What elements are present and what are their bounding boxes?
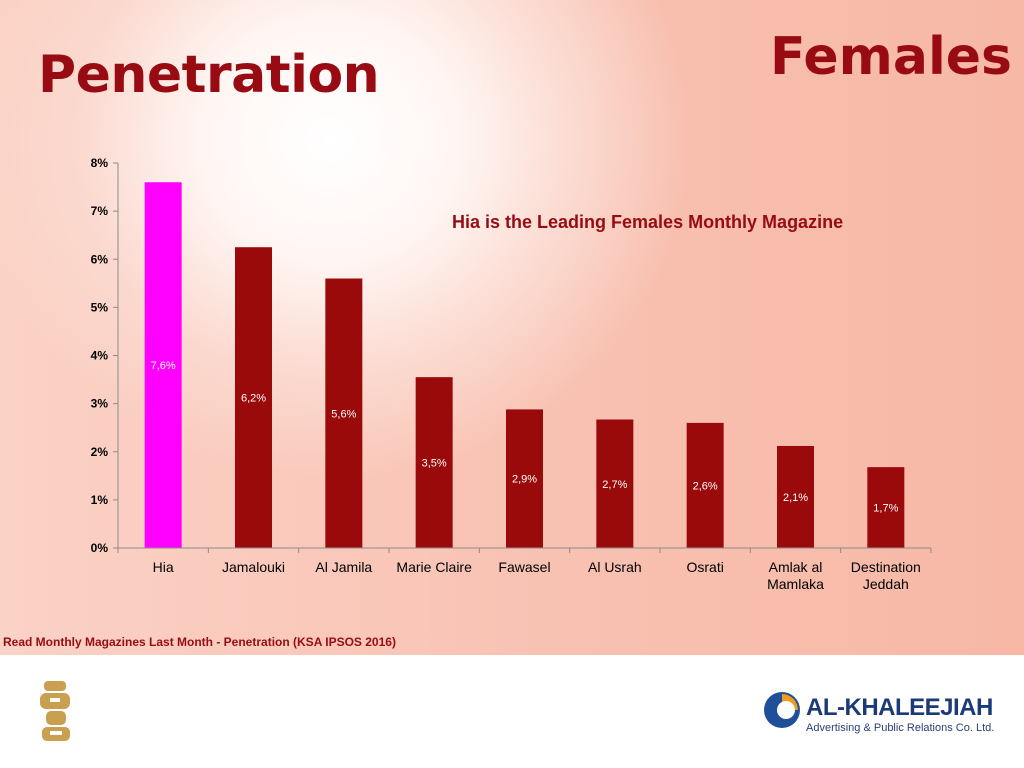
segment-label: Females: [770, 27, 1012, 87]
y-tick-label: 0%: [91, 541, 109, 555]
x-category-label: Fawasel: [498, 559, 550, 575]
y-tick-label: 5%: [91, 300, 109, 314]
bar-al-usrah: [596, 419, 634, 548]
y-tick-label: 7%: [91, 204, 109, 218]
x-category-label: Jamalouki: [222, 559, 285, 575]
bar-hia: [144, 182, 182, 548]
data-label: 6,2%: [241, 393, 266, 405]
bar-osrati: [686, 422, 724, 548]
footer: [0, 655, 1024, 768]
x-category-label: Osrati: [686, 559, 723, 575]
x-category-label: Hia: [153, 559, 174, 575]
x-category-label: Destination Jeddah: [851, 559, 921, 592]
x-category-label: Al Usrah: [588, 559, 642, 575]
data-label: 3,5%: [422, 458, 447, 470]
bar-destination-jeddah: [867, 467, 905, 548]
bars: 7,6% 6,2% 5,6% 3,5% 2,9% 2,7% 2,6% 2,1% 1,7%: [144, 182, 905, 548]
y-tick-label: 8%: [91, 156, 109, 170]
bar-al-jamila: [325, 278, 363, 548]
hia-logo-icon: [38, 679, 74, 750]
data-label: 1,7%: [873, 503, 898, 515]
y-axis: 0% 1% 2% 3% 4% 5% 6% 7% 8%: [91, 156, 119, 555]
bar-marie-claire: [415, 377, 453, 548]
company-name: AL-KHALEEJIAH: [806, 694, 993, 721]
y-tick-label: 6%: [91, 252, 109, 266]
al-khaleejiah-logo-icon: [762, 690, 802, 735]
data-label: 2,7%: [602, 479, 627, 491]
y-tick-label: 1%: [91, 493, 109, 507]
x-category-label: Amlak al Mamlaka: [767, 559, 824, 592]
bar-jamalouki: [235, 247, 272, 548]
data-label: 2,6%: [693, 480, 718, 492]
data-label: 7,6%: [151, 360, 176, 372]
bar-chart: 0% 1% 2% 3% 4% 5% 6% 7% 8% 7,6% 6,2% 5,6% 3,5% 2,9% 2…: [91, 156, 932, 592]
chart-annotation: Hia is the Leading Females Monthly Magaz…: [452, 212, 843, 232]
data-label: 2,1%: [783, 492, 808, 504]
x-category-label: Al Jamila: [315, 559, 372, 575]
x-axis: Hia Jamalouki Al Jamila Marie Claire Fawasel…: [117, 547, 932, 592]
y-tick-label: 3%: [91, 397, 109, 411]
company-subtitle: Advertising & Public Relations Co. Ltd.: [806, 722, 995, 734]
bar-fawasel: [506, 409, 543, 548]
source-note: Read Monthly Magazines Last Month - Pene…: [3, 635, 396, 649]
bar-amlak-al-mamlaka: [777, 445, 814, 548]
data-label: 5,6%: [331, 408, 356, 420]
page-title: Penetration: [38, 45, 380, 105]
y-tick-label: 2%: [91, 445, 109, 459]
x-category-label: Marie Claire: [396, 559, 472, 575]
y-tick-label: 4%: [91, 349, 109, 363]
data-label: 2,9%: [512, 474, 537, 486]
